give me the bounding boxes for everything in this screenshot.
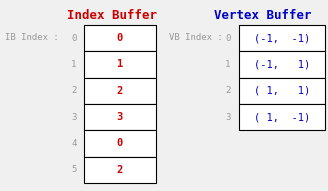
Text: 4: 4 xyxy=(71,139,76,148)
FancyBboxPatch shape xyxy=(84,130,156,157)
Text: 1: 1 xyxy=(116,59,123,69)
FancyBboxPatch shape xyxy=(239,25,325,51)
Text: (-1,  -1): (-1, -1) xyxy=(254,33,310,43)
Text: Vertex Buffer: Vertex Buffer xyxy=(214,9,311,22)
Text: ( 1,   1): ( 1, 1) xyxy=(254,86,310,96)
Text: ( 1,  -1): ( 1, -1) xyxy=(254,112,310,122)
Text: 5: 5 xyxy=(71,165,76,174)
Text: 0: 0 xyxy=(116,138,123,148)
FancyBboxPatch shape xyxy=(84,25,156,51)
FancyBboxPatch shape xyxy=(84,78,156,104)
FancyBboxPatch shape xyxy=(239,78,325,104)
FancyBboxPatch shape xyxy=(84,104,156,130)
Text: 3: 3 xyxy=(225,112,231,122)
Text: 2: 2 xyxy=(116,86,123,96)
Text: 3: 3 xyxy=(71,112,76,122)
Text: 0: 0 xyxy=(116,33,123,43)
Text: 1: 1 xyxy=(71,60,76,69)
Text: 3: 3 xyxy=(116,112,123,122)
FancyBboxPatch shape xyxy=(239,104,325,130)
Text: IB Index :: IB Index : xyxy=(5,33,59,42)
FancyBboxPatch shape xyxy=(84,51,156,78)
Text: (-1,   1): (-1, 1) xyxy=(254,59,310,69)
Text: VB Index :: VB Index : xyxy=(169,33,223,42)
Text: 2: 2 xyxy=(71,86,76,95)
Text: Index Buffer: Index Buffer xyxy=(67,9,156,22)
Text: 0: 0 xyxy=(225,33,231,43)
Text: 2: 2 xyxy=(116,165,123,175)
Text: 0: 0 xyxy=(71,33,76,43)
FancyBboxPatch shape xyxy=(239,51,325,78)
Text: 2: 2 xyxy=(225,86,231,95)
FancyBboxPatch shape xyxy=(84,157,156,183)
Text: 1: 1 xyxy=(225,60,231,69)
